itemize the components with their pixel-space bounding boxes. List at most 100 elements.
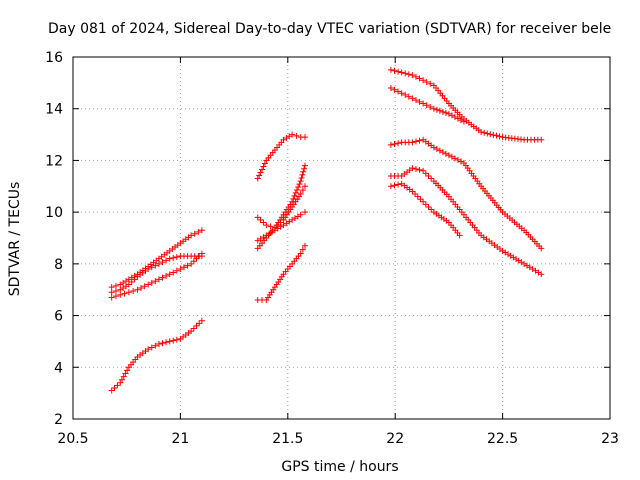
data-point (188, 260, 195, 267)
data-point (173, 253, 180, 260)
y-tick-label: 12 (45, 153, 63, 169)
data-point (422, 170, 429, 177)
x-tick-label: 22 (386, 431, 404, 447)
data-point (128, 278, 135, 285)
data-point (152, 262, 159, 269)
data-point (538, 245, 545, 252)
y-tick-label: 2 (54, 412, 63, 428)
y-axis-label: SDTVAR / TECUs (7, 182, 23, 297)
data-point (184, 262, 191, 269)
data-point (412, 73, 419, 80)
data-point (422, 201, 429, 208)
data-point (131, 276, 138, 283)
data-point (416, 166, 423, 173)
data-point (196, 320, 203, 327)
data-point (402, 70, 409, 77)
data-point (427, 103, 434, 110)
data-point (409, 165, 416, 172)
data-point (294, 186, 301, 193)
data-point (193, 322, 200, 329)
data-point (387, 85, 394, 92)
data-point (257, 169, 264, 176)
data-point (301, 242, 308, 249)
data-point (409, 95, 416, 102)
data-point (267, 223, 274, 230)
data-point (166, 338, 173, 345)
data-point (460, 118, 467, 125)
data-point (457, 117, 464, 124)
data-point (118, 376, 125, 383)
data-point (263, 222, 270, 229)
data-point (451, 113, 458, 120)
y-tick-label: 8 (54, 257, 63, 273)
data-point (257, 216, 264, 223)
data-point (442, 150, 449, 157)
data-point (188, 232, 195, 239)
data-point (138, 284, 145, 291)
data-point (148, 279, 155, 286)
data-point (145, 346, 152, 353)
y-tick-label: 6 (54, 309, 63, 325)
data-point (108, 289, 115, 296)
data-point (155, 276, 162, 283)
data-point (152, 342, 159, 349)
data-point (412, 191, 419, 198)
data-point (405, 71, 412, 78)
y-tick-label: 14 (45, 102, 63, 118)
data-point (163, 272, 170, 279)
data-point (260, 219, 267, 226)
data-point (145, 281, 152, 288)
data-point (261, 160, 268, 167)
data-point (293, 132, 300, 139)
data-point (409, 188, 416, 195)
data-point (130, 288, 137, 295)
data-point (409, 139, 416, 146)
data-point (299, 187, 306, 194)
data-point (112, 282, 119, 289)
data-point (442, 109, 449, 116)
data-point (177, 266, 184, 273)
data-point (180, 264, 187, 271)
plot-frame (72, 56, 611, 420)
data-point (299, 246, 306, 253)
data-point (395, 88, 402, 95)
data-point (301, 162, 308, 169)
data-point (159, 340, 166, 347)
data-point (428, 175, 435, 182)
data-point (493, 132, 500, 139)
data-point (496, 133, 503, 140)
x-tick-label: 20.5 (57, 431, 88, 447)
data-point (114, 382, 121, 389)
data-point (170, 337, 177, 344)
data-point (416, 137, 423, 144)
data-point (155, 260, 162, 267)
data-point (448, 112, 455, 119)
data-point (538, 136, 545, 143)
data-point (398, 90, 405, 97)
data-point (457, 158, 464, 165)
data-point (433, 106, 440, 113)
data-point (254, 214, 261, 221)
data-point (420, 198, 427, 205)
data-point (108, 387, 115, 394)
data-point (196, 253, 203, 260)
data-point (451, 155, 458, 162)
data-point (445, 152, 452, 159)
data-point (417, 196, 424, 203)
data-point (412, 97, 419, 104)
x-tick-label: 21.5 (272, 431, 303, 447)
data-point (111, 384, 118, 391)
data-point (433, 146, 440, 153)
data-point (402, 91, 409, 98)
data-point (412, 166, 419, 173)
data-point (190, 325, 197, 332)
data-point (387, 141, 394, 148)
data-point (120, 373, 127, 380)
data-point (454, 115, 461, 122)
y-tick-label: 16 (45, 50, 63, 66)
data-point (436, 107, 443, 114)
data-point (301, 209, 308, 216)
data-point (299, 171, 306, 178)
grid-lines (73, 57, 610, 419)
data-point (163, 257, 170, 264)
